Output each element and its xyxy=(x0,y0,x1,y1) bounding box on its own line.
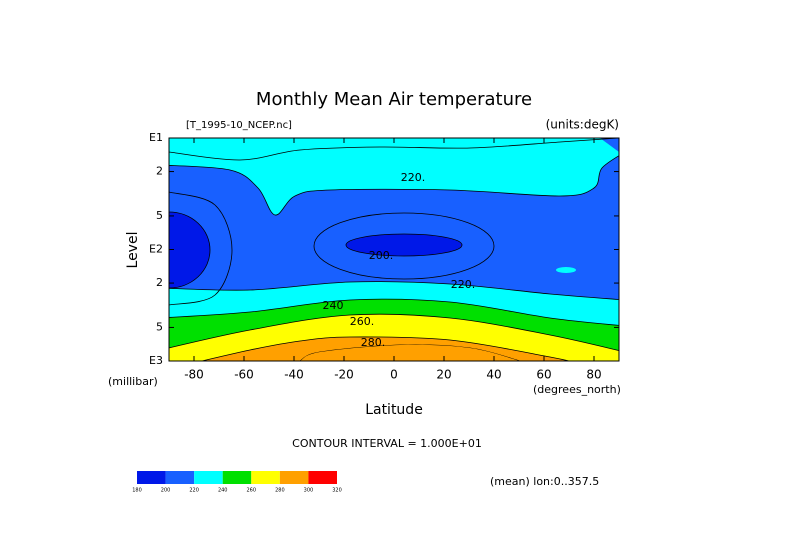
contour-line xyxy=(169,138,619,161)
colorbar-label: 280 xyxy=(275,488,285,494)
colorbar-swatch xyxy=(194,471,223,484)
contour-line xyxy=(169,313,619,352)
contour-line xyxy=(169,191,233,306)
contour-line xyxy=(345,233,463,257)
contour-line xyxy=(169,298,619,326)
colorbar-label: 260 xyxy=(247,488,257,494)
x-tick-label: -80 xyxy=(184,368,204,382)
y-axis-label: Level xyxy=(125,232,141,269)
colorbar-label: 200 xyxy=(161,488,171,494)
colorbar-label: 240 xyxy=(218,488,228,494)
x-tick-label: 60 xyxy=(536,368,551,382)
units-label: (units:degK) xyxy=(546,118,619,132)
contour-band xyxy=(556,267,576,273)
contour-label: 280. xyxy=(361,336,386,349)
y-tick-label: E2 xyxy=(149,243,163,256)
colorbar-label: 320 xyxy=(332,488,342,494)
y-tick-label: 5 xyxy=(156,209,163,222)
contour-line xyxy=(200,336,572,361)
contour-line xyxy=(169,281,619,300)
colorbar-swatch xyxy=(308,471,337,484)
x-tick-label: 80 xyxy=(586,368,601,382)
colorbar-swatch xyxy=(222,471,252,484)
x-tick-label: 20 xyxy=(436,368,451,382)
x-tick-label: 40 xyxy=(486,368,501,382)
contour-label: 240 xyxy=(323,299,344,312)
file-label: [T_1995-10_NCEP.nc] xyxy=(186,120,292,131)
contour-label: 220. xyxy=(401,171,426,184)
contour-line xyxy=(169,211,211,289)
contour-label: 220. xyxy=(451,278,476,291)
note: (mean) lon:0..357.5 xyxy=(490,475,599,488)
x-tick-label: -40 xyxy=(284,368,304,382)
contour-label: 260. xyxy=(350,315,375,328)
contour-band xyxy=(169,155,619,300)
contour-band xyxy=(600,138,619,152)
contour-line xyxy=(169,155,619,216)
contour-band xyxy=(300,344,520,361)
contour-label: 200. xyxy=(369,249,394,262)
y-tick-label: E3 xyxy=(149,354,163,367)
contour-band xyxy=(169,212,210,288)
y-tick-label: 2 xyxy=(156,165,163,178)
plot-area xyxy=(169,138,619,361)
x-unit-label: (degrees_north) xyxy=(533,383,621,396)
colorbar-label: 220 xyxy=(189,488,199,494)
contour-line xyxy=(313,212,495,280)
colorbar-label: 300 xyxy=(304,488,314,494)
contour-band xyxy=(346,234,462,256)
colorbar-label: 180 xyxy=(132,488,142,494)
y-unit-label: (millibar) xyxy=(108,375,158,388)
y-tick-label: 2 xyxy=(156,276,163,289)
x-tick-label: -20 xyxy=(334,368,354,382)
footer: CONTOUR INTERVAL = 1.000E+01 xyxy=(292,437,482,450)
x-tick-label: -60 xyxy=(234,368,254,382)
x-axis-label: Latitude xyxy=(365,402,423,418)
y-tick-label: E1 xyxy=(149,131,163,144)
colorbar-swatch xyxy=(279,471,309,484)
x-tick-label: 0 xyxy=(390,368,398,382)
chart-title: Monthly Mean Air temperature xyxy=(256,89,532,110)
y-tick-label: 5 xyxy=(156,320,163,333)
colorbar-swatch xyxy=(165,471,195,484)
colorbar-swatch xyxy=(251,471,280,484)
colorbar-swatch xyxy=(137,471,166,484)
